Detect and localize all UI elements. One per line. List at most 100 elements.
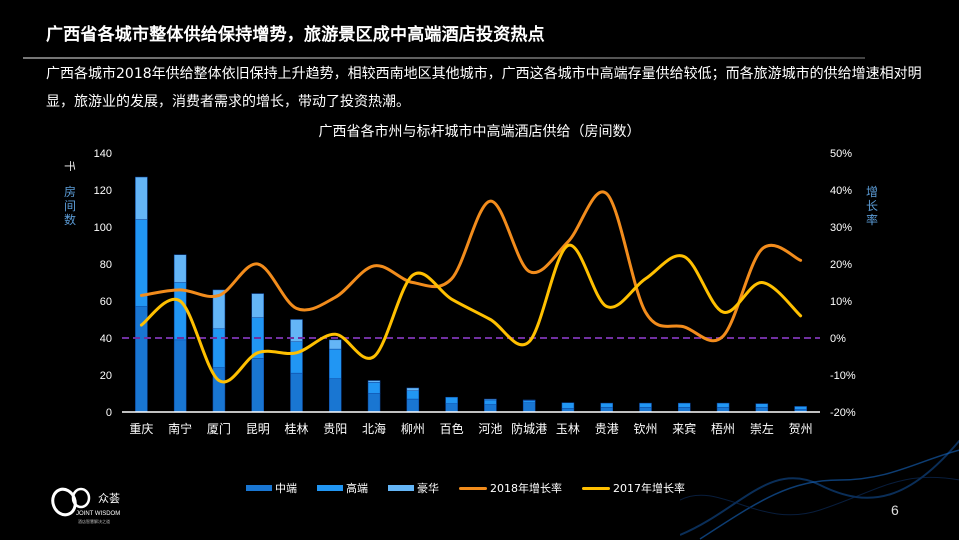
left-axis-label: 数: [64, 212, 76, 227]
right-axis-label: 增: [866, 185, 878, 199]
bar-segment: [173, 339, 187, 413]
bar-segment: [484, 399, 497, 405]
bar-segment: [251, 293, 264, 318]
legend-item-high: 高端: [317, 480, 368, 496]
title-divider: [23, 57, 865, 59]
bar-segment: [251, 358, 264, 413]
bar-segment: [290, 341, 303, 374]
legend-label: 高端: [346, 482, 368, 495]
category-label: 柳州: [401, 422, 425, 436]
bar-segment: [522, 400, 536, 403]
right-axis-label: 率: [866, 212, 878, 227]
growth-rate-line: [139, 190, 803, 343]
legend-label: 2018年增长率: [490, 482, 562, 495]
right-axis-tick: -20%: [830, 407, 856, 419]
svg-text:众荟: 众荟: [98, 491, 120, 505]
left-axis-tick: 20: [100, 370, 112, 382]
bar-segment: [329, 378, 342, 413]
bar-segment: [561, 402, 575, 409]
category-label: 贺州: [789, 422, 813, 436]
slide-title: 广西省各城市整体供给保持增势，旅游景区成中高端酒店投资热点: [46, 25, 545, 45]
bar-segment: [794, 406, 807, 410]
svg-text:JOINT WISDOM: JOINT WISDOM: [76, 511, 120, 517]
bar-segment: [445, 403, 458, 413]
left-axis-tick: 40: [100, 333, 112, 345]
category-label: 钦州: [633, 422, 657, 436]
left-axis-tick: 80: [100, 259, 112, 271]
left-axis-label: 间: [64, 199, 76, 213]
right-axis-tick: 0%: [830, 333, 846, 345]
right-axis-tick: 30%: [830, 222, 852, 234]
left-axis-tick: 60: [100, 296, 112, 308]
legend-label: 豪华: [417, 482, 439, 495]
category-label: 崇左: [750, 421, 774, 436]
chart-legend: 中端 高端 豪华 2018年增长率 2017年增长率: [246, 480, 685, 496]
right-axis-tick: -10%: [830, 370, 856, 382]
bar-segment: [639, 402, 652, 408]
bar-segment: [367, 382, 381, 394]
bar-segment: [406, 387, 420, 391]
bar-segment: [406, 398, 420, 413]
bar-segment: [290, 372, 303, 413]
decorative-wave: [680, 440, 959, 540]
left-axis-tick: 140: [94, 148, 112, 160]
growth-rate-line: [139, 243, 803, 384]
bar-segment: [367, 380, 381, 383]
category-label: 玉林: [556, 422, 580, 436]
legend-item-luxury: 豪华: [388, 480, 439, 496]
category-label: 梧州: [711, 421, 735, 436]
bar-segment: [755, 403, 769, 408]
legend-swatch: [388, 485, 414, 491]
category-label: 河池: [478, 422, 502, 436]
page-number: 6: [891, 502, 899, 518]
category-label: 厦门: [207, 421, 231, 436]
category-label: 北海: [362, 421, 386, 436]
legend-label: 中端: [275, 482, 297, 495]
category-label: 南宁: [168, 421, 192, 436]
legend-swatch: [246, 485, 272, 491]
bar-segment: [716, 402, 730, 408]
bar-segment: [678, 402, 691, 408]
bar-segment: [522, 399, 536, 401]
category-label: 贵港: [595, 422, 619, 436]
left-axis-label: 房: [64, 184, 76, 199]
bar-segment: [600, 402, 613, 408]
bar-segment: [484, 404, 497, 413]
category-label: 百色: [440, 422, 464, 436]
category-label: 桂林: [284, 421, 308, 436]
bar-segment: [329, 348, 342, 379]
bar-segment: [173, 254, 187, 283]
bar-segment: [212, 328, 226, 368]
left-axis-tick: 0: [106, 407, 112, 419]
svg-text:酒店智慧解决之道: 酒店智慧解决之道: [78, 518, 110, 524]
legend-swatch: [459, 486, 487, 490]
joint-wisdom-logo: 众荟 JOINT WISDOM 酒店智慧解决之道: [51, 487, 120, 524]
bar-segment: [445, 396, 458, 404]
right-axis-tick: 10%: [830, 296, 852, 308]
right-axis-tick: 40%: [830, 185, 852, 197]
legend-swatch: [582, 486, 610, 490]
bar-segment: [329, 339, 342, 350]
left-axis-tick: 120: [94, 185, 112, 197]
category-label: 防城港: [511, 421, 547, 436]
bar-segment: [522, 402, 536, 413]
bar-segment: [135, 176, 148, 220]
right-axis-label: 长: [866, 199, 878, 213]
right-axis-tick: 20%: [830, 259, 852, 271]
left-axis-tick: 100: [94, 222, 112, 234]
right-axis-tick: 50%: [830, 148, 852, 160]
category-label: 贵阳: [323, 422, 347, 436]
category-label: 重庆: [129, 422, 153, 436]
bar-segment: [367, 393, 381, 413]
legend-item-2018-growth: 2018年增长率: [459, 480, 562, 496]
combo-chart: 0 20 40 60 80 100 120 140 -20% -10% 0% 10% 20% 30% 40%…: [63, 148, 878, 436]
bar-segment: [484, 398, 497, 401]
chart-title: 广西省各市州与标杆城市中高端酒店供给（房间数）: [318, 124, 641, 140]
bar-segment: [290, 319, 303, 342]
legend-label: 2017年增长率: [613, 482, 685, 495]
legend-item-2017-growth: 2017年增长率: [582, 480, 685, 496]
bar-segment: [212, 289, 226, 329]
bar-segment: [406, 390, 420, 400]
legend-item-mid: 中端: [246, 480, 297, 496]
legend-swatch: [317, 485, 343, 491]
